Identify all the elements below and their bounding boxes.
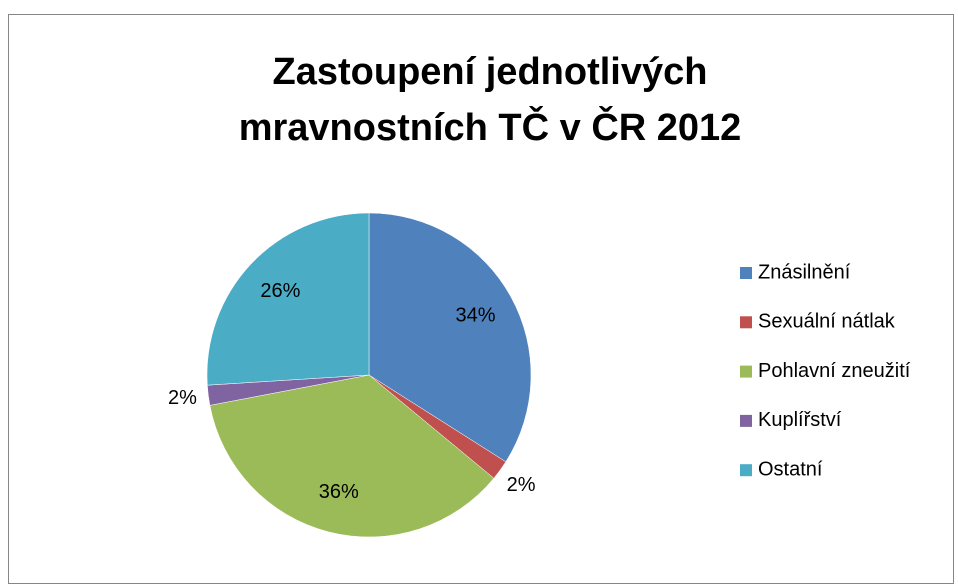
chart-title: Zastoupení jednotlivých mravnostních TČ …	[238, 51, 742, 149]
legend-label: Sexuální nátlak	[758, 311, 896, 333]
legend-swatch	[740, 316, 752, 329]
pie-slice	[368, 212, 532, 463]
legend-label: Ostatní	[758, 458, 823, 480]
legend-swatch	[740, 365, 752, 378]
pie-slice	[206, 212, 370, 386]
legend-swatch	[740, 267, 752, 279]
data-label: 34%	[455, 305, 495, 327]
pie-slice	[209, 374, 495, 538]
legend-label: Znásilnění	[758, 261, 851, 283]
data-label: 26%	[260, 280, 300, 302]
data-label: 2%	[168, 387, 197, 409]
legend-label: Pohlavní zneužití	[758, 360, 911, 382]
data-label: 2%	[507, 474, 536, 496]
legend-swatch	[740, 414, 752, 427]
legend-swatch	[740, 464, 752, 477]
legend-label: Kuplířství	[758, 409, 842, 431]
data-label: 36%	[319, 481, 359, 503]
